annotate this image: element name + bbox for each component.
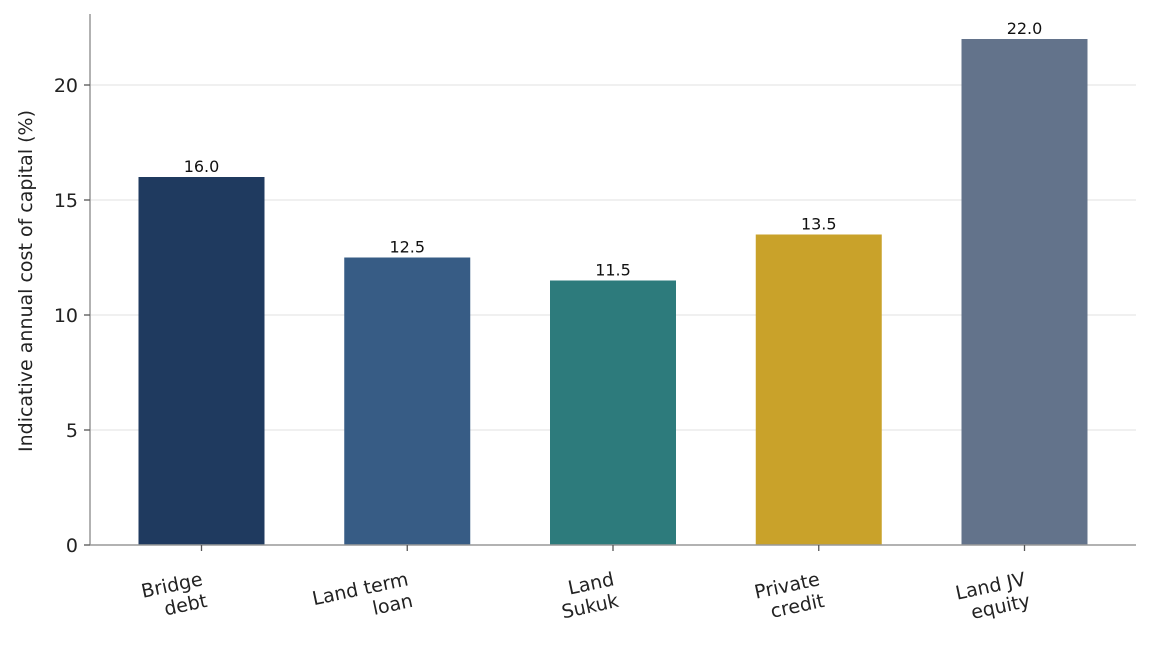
y-axis-label: Indicative annual cost of capital (%)	[15, 110, 37, 452]
bar	[961, 39, 1088, 545]
bar-value-labels: 16.0 12.5 11.5 13.5 22.0	[184, 19, 1043, 280]
bar-value-label: 12.5	[389, 238, 425, 257]
y-ticks: 0 5 10 15 20	[54, 75, 90, 557]
y-tick-label: 15	[54, 190, 78, 212]
y-tick-label: 10	[54, 305, 78, 327]
bar-value-label: 13.5	[801, 215, 837, 234]
bar	[550, 280, 676, 545]
bar	[138, 177, 265, 545]
y-tick-label: 0	[66, 535, 78, 557]
bar-value-label: 16.0	[184, 157, 220, 176]
y-tick-label: 5	[66, 420, 78, 442]
bar	[344, 257, 471, 545]
bars	[138, 39, 1088, 545]
y-tick-label: 20	[54, 75, 78, 97]
bar-value-label: 11.5	[595, 261, 631, 280]
bar-value-label: 22.0	[1007, 19, 1043, 38]
bar	[755, 234, 882, 545]
